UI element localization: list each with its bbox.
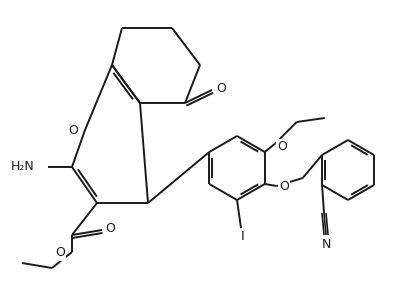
Text: N: N (321, 237, 331, 251)
Text: O: O (216, 81, 226, 95)
Text: I: I (241, 230, 245, 244)
Text: O: O (277, 139, 287, 152)
Text: O: O (68, 123, 78, 136)
Text: O: O (279, 180, 288, 193)
Text: H₂N: H₂N (11, 161, 35, 173)
Text: O: O (55, 246, 65, 260)
Text: O: O (105, 221, 115, 235)
